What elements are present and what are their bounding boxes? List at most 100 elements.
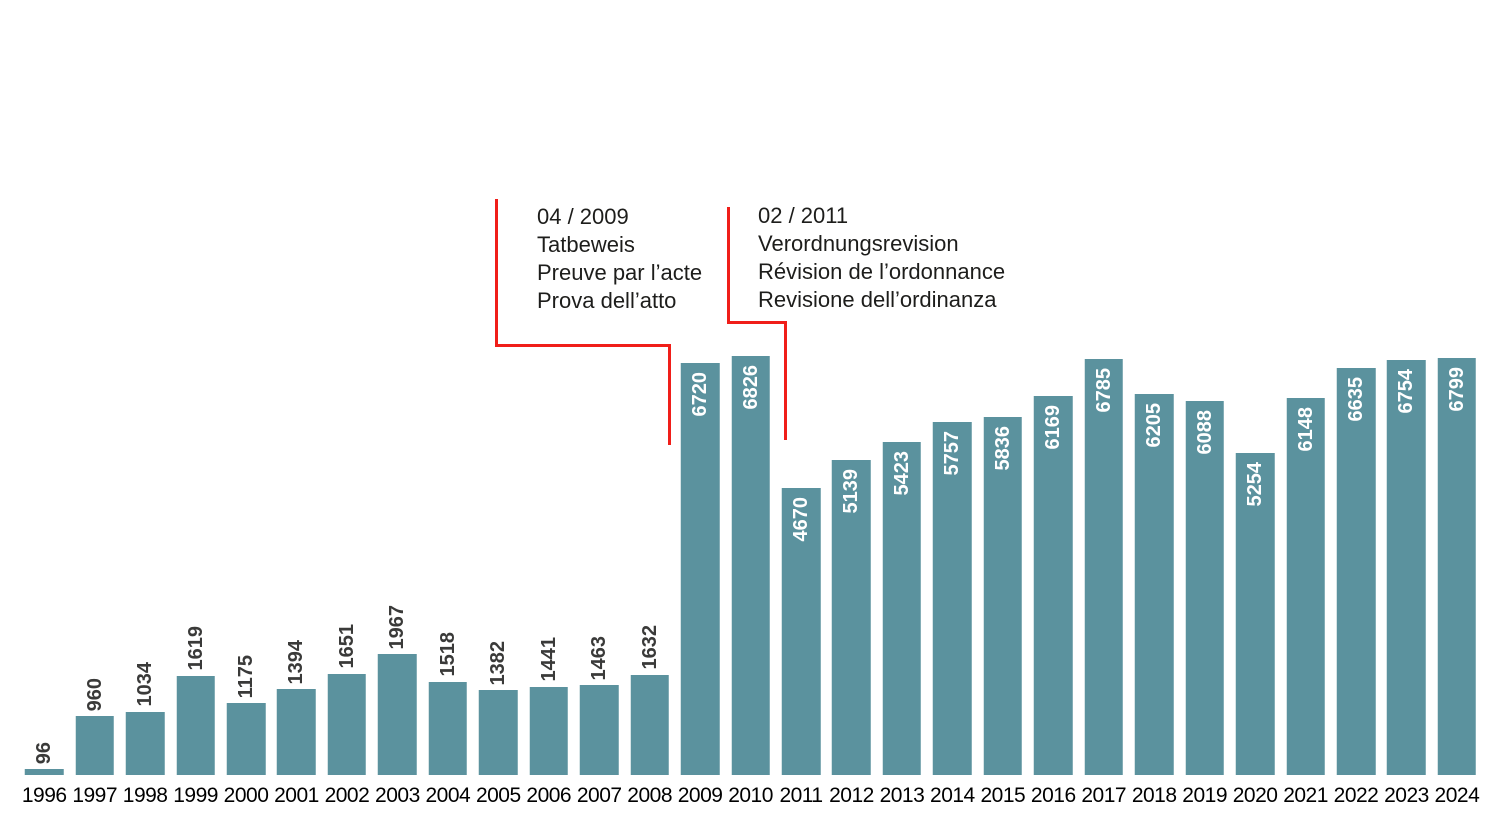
bar-value-label-2023: 6754 [1395,369,1418,414]
bar-value-label-2003: 1967 [386,604,409,650]
bar-group-2000: 1175 [221,355,271,775]
x-tick-label-2023: 2023 [1384,784,1429,807]
x-tick-label-2010: 2010 [728,784,773,807]
bar-group-2022: 6635 [1331,355,1381,775]
bar-group-2002: 1651 [322,355,372,775]
x-tick-label-2004: 2004 [425,784,471,807]
bar-value-label-2022: 6635 [1345,376,1367,422]
bar-2021 [1286,397,1325,775]
bar-value-label-2015: 5836 [991,425,1014,471]
bar-2011 [781,488,821,775]
bar-2001 [277,689,316,775]
bar-group-2007: 1463 [574,355,624,775]
callout-line-2011-vertical-lower [784,321,787,440]
bar-value-label-1999: 1619 [184,626,207,671]
bar-2008 [630,674,669,775]
annotation-tatbeweis-date: 04 / 2009 [537,204,629,229]
bar-value-label-2011: 4670 [790,497,813,542]
callout-line-2009-vertical-lower [668,344,671,445]
bar-value-label-2004: 1518 [436,632,459,677]
annotation-verordnungsrevision: 02 / 2011 Verordnungsrevision Révision d… [758,202,1005,314]
bar-group-2001: 1394 [271,355,321,775]
bar-2007 [579,685,619,775]
bar-value-label-2006: 1441 [537,637,560,682]
x-tick-label-2007: 2007 [576,784,622,807]
x-tick-label-2001: 2001 [274,784,319,807]
annotation-tatbeweis: 04 / 2009 Tatbeweis Preuve par l’acte Pr… [537,203,702,315]
bar-1997 [75,716,114,775]
plot-area: 96 960 1034 1619 1175 1394 1651 1967 1518 1382 144… [19,355,1482,775]
bar-2019 [1185,401,1224,775]
bar-value-label-2014: 5757 [941,430,964,476]
bar-value-label-2017: 6785 [1092,367,1115,413]
bar-value-label-2018: 6205 [1143,403,1166,448]
bar-2016 [1034,396,1073,775]
x-tick-label-2006: 2006 [526,784,572,807]
bar-group-2005: 1382 [473,355,523,775]
annotation-tatbeweis-line-fr: Preuve par l’acte [537,260,703,285]
bar-1996 [24,769,64,775]
bar-group-1996: 96 [19,355,69,775]
bar-1998 [125,711,165,775]
bar-2012 [832,459,871,775]
x-tick-label-2019: 2019 [1182,784,1227,807]
bar-group-2015: 5836 [978,355,1028,775]
x-tick-label-2017: 2017 [1081,784,1127,807]
bar-value-label-2007: 1463 [588,635,611,681]
callout-line-2011-vertical-upper [727,207,730,324]
annotation-revision-line-fr: Révision de l’ordonnance [758,259,1006,284]
bar-value-label-2005: 1382 [487,640,510,686]
callout-line-2009-horizontal [495,344,671,347]
x-tick-label-2018: 2018 [1131,784,1177,807]
bar-value-label-2001: 1394 [285,639,308,685]
bar-group-2013: 5423 [877,355,927,775]
x-tick-label-2021: 2021 [1283,784,1328,807]
bar-2010 [731,356,770,775]
annotation-revision-line-it: Revisione dell’ordinanza [758,287,997,312]
annotation-revision-date: 02 / 2011 [758,203,849,228]
x-tick-label-2005: 2005 [475,784,521,807]
bar-value-label-2008: 1632 [638,625,661,670]
x-tick-label-2024: 2024 [1434,784,1480,807]
bar-value-label-2009: 6720 [689,371,712,417]
bar-value-label-1998: 1034 [134,662,157,707]
bar-group-2003: 1967 [372,355,422,775]
x-tick-label-2020: 2020 [1232,784,1278,807]
bar-value-label-2016: 6169 [1042,405,1065,450]
bar-value-label-2012: 5139 [840,468,863,514]
x-tick-label-1997: 1997 [72,784,118,807]
annotation-revision-line-de: Verordnungsrevision [758,231,959,256]
bar-2023 [1387,360,1426,775]
bar-2006 [529,686,568,775]
x-tick-label-2008: 2008 [627,784,673,807]
bar-2015 [983,416,1023,775]
bar-group-2009: 6720 [675,355,725,775]
bar-group-1999: 1619 [170,355,220,775]
bar-value-label-2020: 5254 [1244,461,1267,507]
annotation-tatbeweis-line-it: Prova dell’atto [537,288,677,313]
bar-2022 [1336,367,1376,775]
bar-value-label-2002: 1651 [335,624,358,669]
bar-group-2018: 6205 [1129,355,1179,775]
x-tick-label-2012: 2012 [829,784,874,807]
x-tick-label-2009: 2009 [677,784,723,807]
x-axis: 1996 1997 1998 1999 2000 2001 2002 2003 2004 2005… [19,784,1482,808]
bar-group-2019: 6088 [1179,355,1229,775]
x-tick-label-1999: 1999 [173,784,218,807]
bar-group-2012: 5139 [826,355,876,775]
annotation-tatbeweis-line-de: Tatbeweis [537,232,635,257]
bar-value-label-2000: 1175 [235,654,258,698]
bar-group-2014: 5757 [927,355,977,775]
bar-value-label-2024: 6799 [1445,366,1468,412]
bar-2024 [1437,357,1477,775]
bar-value-label-2013: 5423 [890,451,913,496]
x-tick-label-1996: 1996 [21,784,67,807]
bar-value-label-1996: 96 [33,741,56,765]
x-tick-label-2014: 2014 [930,784,975,807]
bar-2020 [1235,452,1275,775]
bar-group-2023: 6754 [1381,355,1431,775]
bar-group-2004: 1518 [423,355,473,775]
bar-value-label-2021: 6148 [1294,406,1317,452]
bar-2004 [428,681,468,775]
bar-group-2021: 6148 [1280,355,1330,775]
